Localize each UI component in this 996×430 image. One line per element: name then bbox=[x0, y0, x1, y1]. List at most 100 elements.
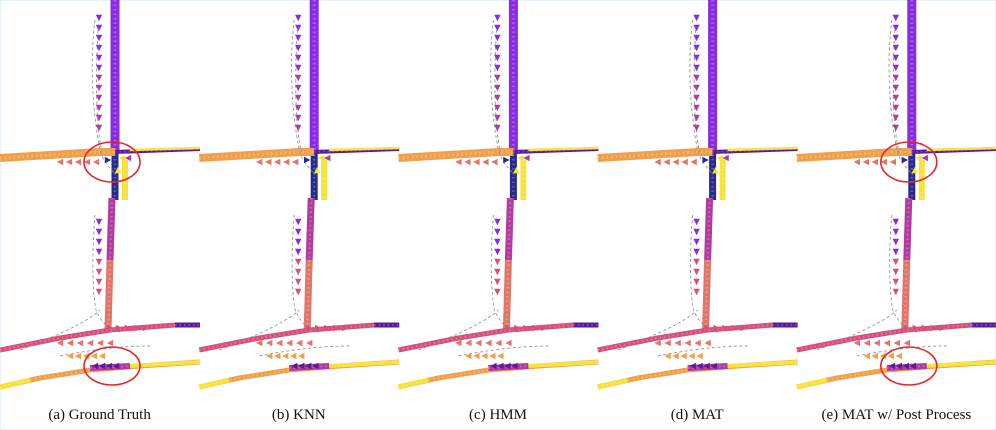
trajectory-arrow bbox=[523, 324, 530, 332]
trajectory-arrow bbox=[664, 352, 671, 360]
trajectory-arrow bbox=[74, 158, 82, 166]
trajectory-arrow bbox=[324, 324, 331, 332]
trajectory-arrow bbox=[517, 154, 524, 162]
trajectory-arrow bbox=[491, 158, 498, 166]
trajectory-trace bbox=[458, 345, 549, 357]
trajectory-arrow bbox=[312, 362, 319, 370]
trajectory-arrow bbox=[295, 288, 302, 296]
vertical-road-lower-b bbox=[702, 259, 712, 331]
trajectory-arrow bbox=[871, 158, 878, 166]
trajectory-arrow bbox=[892, 288, 899, 296]
trajectory-arrow bbox=[86, 339, 94, 347]
trajectory-arrow bbox=[291, 362, 298, 370]
trajectory-arrow bbox=[295, 84, 302, 92]
trajectory-arrow bbox=[95, 64, 103, 72]
trajectory-arrow bbox=[696, 352, 703, 360]
trajectory-arrow bbox=[256, 339, 263, 347]
trajectory-arrow bbox=[494, 74, 501, 82]
trajectory-trace bbox=[96, 29, 103, 153]
trajectory-arrow bbox=[274, 158, 281, 166]
trajectory-arrow bbox=[511, 362, 518, 370]
horizontal-road-right-yellow bbox=[129, 146, 201, 152]
trajectory-arrow bbox=[295, 258, 302, 266]
horizontal-road-left bbox=[0, 148, 115, 162]
trajectory-arrow bbox=[710, 362, 717, 370]
trajectory-arrow bbox=[494, 124, 501, 132]
trajectory-arrow bbox=[693, 268, 700, 276]
trajectory-arrow bbox=[712, 166, 719, 174]
trajectory-arrow bbox=[306, 339, 313, 347]
trajectory-arrow bbox=[56, 158, 64, 166]
trajectory-arrow bbox=[105, 362, 113, 370]
horizontal-road-right-texture bbox=[314, 148, 400, 153]
trajectory-arrow bbox=[704, 324, 711, 332]
trajectory-arrow bbox=[901, 156, 908, 164]
trajectory-arrow bbox=[903, 324, 910, 332]
trajectory-arrow bbox=[465, 339, 472, 347]
trajectory-arrow bbox=[489, 352, 496, 360]
trajectory-arrow bbox=[95, 74, 103, 82]
vertical-road-lower-a bbox=[106, 197, 116, 261]
trajectory-arrow bbox=[693, 74, 700, 82]
trajectory-arrow bbox=[887, 352, 894, 360]
trajectory-arrow bbox=[704, 339, 711, 347]
panel-caption: (d) MAT bbox=[671, 407, 724, 423]
trajectory-arrow bbox=[56, 339, 64, 347]
trajectory-arrow bbox=[693, 228, 700, 236]
trajectory-arrow bbox=[83, 158, 91, 166]
trajectory-arrow bbox=[482, 158, 489, 166]
trajectory-arrow bbox=[703, 362, 710, 370]
trajectory-arrow bbox=[282, 352, 289, 360]
trajectory-arrow bbox=[494, 238, 501, 246]
trajectory-trace bbox=[856, 345, 947, 357]
trajectory-arrow bbox=[672, 158, 679, 166]
trajectory-arrow bbox=[693, 114, 700, 122]
trajectory-arrow bbox=[265, 158, 272, 166]
trajectory-arrow bbox=[306, 324, 313, 332]
vertical-road-lower-b bbox=[901, 259, 911, 331]
horizontal-road-right-yellow bbox=[926, 146, 996, 152]
trajectory-arrow bbox=[853, 339, 860, 347]
trajectory-arrow bbox=[494, 44, 501, 52]
trajectory-arrow bbox=[295, 14, 302, 22]
trajectory-arrow bbox=[863, 339, 870, 347]
trajectory-arrow bbox=[95, 268, 103, 276]
trajectory-arrow bbox=[693, 84, 700, 92]
trajectory-arrow bbox=[295, 268, 302, 276]
trajectory-arrow bbox=[95, 288, 103, 296]
horizontal-road-right-yellow bbox=[727, 146, 798, 152]
vertical-road-lower-a bbox=[305, 197, 315, 261]
trajectory-arrow bbox=[871, 352, 878, 360]
trajectory-arrow bbox=[342, 324, 349, 332]
trajectory-arrow bbox=[295, 124, 302, 132]
trajectory-arrow bbox=[481, 352, 488, 360]
trajectory-arrow bbox=[494, 114, 501, 122]
trajectory-arrow bbox=[494, 24, 501, 32]
trajectory-arrow bbox=[892, 278, 899, 286]
trajectory-arrow bbox=[693, 54, 700, 62]
trajectory-arrow bbox=[295, 64, 302, 72]
bottom-road-lower-right-yellow bbox=[926, 360, 996, 368]
trajectory-arrow bbox=[295, 218, 302, 226]
trajectory-arrow bbox=[95, 84, 103, 92]
trajectory-trace bbox=[494, 29, 501, 153]
trajectory-arrow bbox=[76, 339, 84, 347]
panel-caption: (e) MAT w/ Post Process bbox=[822, 407, 972, 423]
trajectory-arrow bbox=[731, 324, 738, 332]
trajectory-arrow bbox=[853, 158, 860, 166]
trajectory-arrow bbox=[693, 248, 700, 256]
trajectory-arrow bbox=[504, 362, 511, 370]
trajectory-arrow bbox=[494, 288, 501, 296]
trajectory-arrow bbox=[880, 158, 887, 166]
trajectory-arrow bbox=[693, 94, 700, 102]
bottom-road-lower-yellow-texture bbox=[796, 379, 827, 388]
trajectory-trace bbox=[219, 309, 300, 351]
trajectory-arrow bbox=[681, 158, 688, 166]
trajectory-arrow bbox=[283, 158, 290, 166]
highlight-circle-bottom bbox=[879, 346, 938, 386]
trajectory-arrow bbox=[892, 34, 899, 42]
trajectory-arrow bbox=[95, 14, 103, 22]
trajectory-arrow bbox=[740, 324, 747, 332]
trajectory-arrow bbox=[91, 362, 99, 370]
trajectory-arrow bbox=[664, 339, 671, 347]
